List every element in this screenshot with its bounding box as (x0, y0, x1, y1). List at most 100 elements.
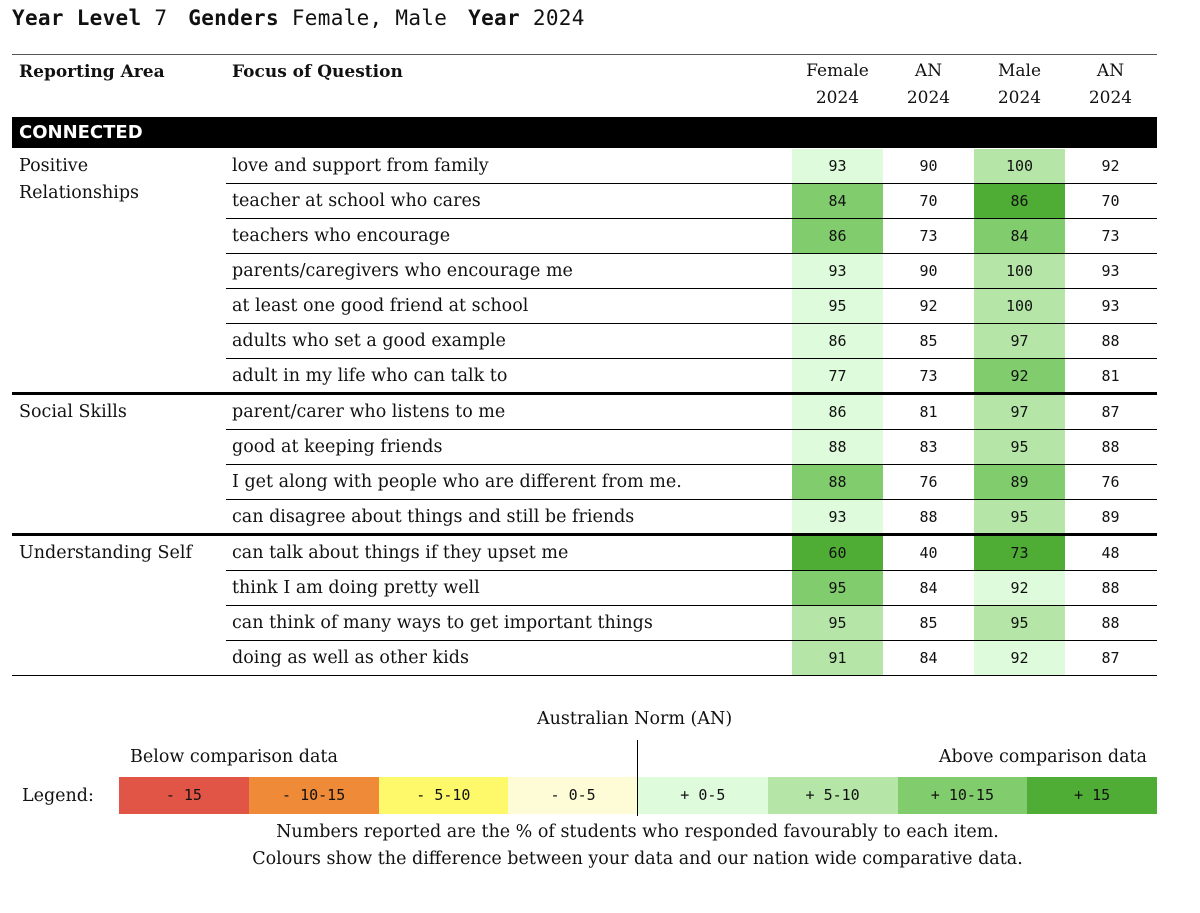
female-score-cell: 95 (792, 571, 883, 605)
an-female-score-cell: 40 (919, 544, 938, 562)
table-row: love and support from family 93 90 100 92 (226, 149, 1157, 184)
male-score-cell: 92 (974, 571, 1065, 605)
filter-value-year: 2024 (532, 6, 585, 30)
an-male-score-cell: 81 (1101, 367, 1120, 385)
area-divider (12, 392, 1157, 395)
row-divider (226, 358, 1157, 359)
an-male-score-cell: 76 (1101, 473, 1120, 491)
female-score-cell: 95 (792, 606, 883, 640)
question-text: think I am doing pretty well (232, 578, 480, 598)
header-female-2024: Female 2024 (792, 58, 883, 114)
male-score-cell: 100 (974, 254, 1065, 288)
table-row: can disagree about things and still be f… (226, 500, 1157, 535)
header-an-male-2024: AN 2024 (1065, 58, 1156, 114)
table-row: I get along with people who are differen… (226, 465, 1157, 500)
question-text: doing as well as other kids (232, 648, 469, 668)
female-score-cell: 95 (792, 289, 883, 323)
table-row: teacher at school who cares 84 70 86 70 (226, 184, 1157, 219)
table-row: parent/carer who listens to me 86 81 97 87 (226, 395, 1157, 430)
table-row: parents/caregivers who encourage me 93 90 1… (226, 254, 1157, 289)
female-score-cell: 60 (792, 536, 883, 570)
male-score-cell: 100 (974, 149, 1065, 183)
an-female-score-cell: 70 (919, 192, 938, 210)
reporting-area-label: Social Skills (19, 402, 127, 422)
an-female-score-cell: 73 (919, 367, 938, 385)
male-score-cell: 89 (974, 465, 1065, 499)
an-female-score-cell: 84 (919, 649, 938, 667)
legend-swatch: + 10-15 (897, 777, 1028, 814)
male-score-cell: 97 (974, 324, 1065, 358)
table-row: adult in my life who can talk to 77 73 92 81 (226, 359, 1157, 394)
header-an-female-line2: 2024 (906, 88, 951, 108)
female-score-cell: 88 (792, 465, 883, 499)
an-male-score-cell: 89 (1101, 508, 1120, 526)
row-divider (226, 323, 1157, 324)
row-divider (226, 429, 1157, 430)
legend-norm-divider (637, 740, 638, 816)
legend-swatch: + 0-5 (638, 777, 768, 814)
an-male-score-cell: 87 (1101, 403, 1120, 421)
legend-swatch: + 5-10 (767, 777, 898, 814)
legend-swatch: - 0-5 (508, 777, 638, 814)
question-text: teachers who encourage (232, 226, 451, 246)
header-an-male-line1: AN (1096, 61, 1125, 81)
question-text: love and support from family (232, 156, 489, 176)
header-male-line1: Male (997, 61, 1042, 81)
row-divider (226, 605, 1157, 606)
row-divider (226, 570, 1157, 571)
filter-value-year-level: 7 (154, 6, 168, 30)
an-male-score-cell: 88 (1101, 332, 1120, 350)
row-divider (226, 218, 1157, 219)
footnote-percent-meaning: Numbers reported are the % of students w… (276, 822, 999, 842)
an-female-score-cell: 85 (919, 332, 938, 350)
legend-swatch: - 15 (119, 777, 249, 814)
female-score-cell: 77 (792, 359, 883, 393)
female-score-cell: 88 (792, 430, 883, 464)
area-divider (12, 533, 1157, 536)
an-male-score-cell: 88 (1101, 614, 1120, 632)
an-male-score-cell: 70 (1101, 192, 1120, 210)
male-score-cell: 95 (974, 500, 1065, 534)
question-text: parent/carer who listens to me (232, 402, 506, 422)
footnote-colour-meaning: Colours show the difference between your… (252, 849, 1023, 869)
question-text: can talk about things if they upset me (232, 543, 569, 563)
an-female-score-cell: 83 (919, 438, 938, 456)
reporting-area-label: Understanding Self (19, 543, 192, 563)
male-score-cell: 95 (974, 606, 1065, 640)
legend-swatch: - 5-10 (378, 777, 509, 814)
male-score-cell: 92 (974, 359, 1065, 393)
reporting-area-label: Positive Relationships (19, 156, 140, 203)
an-male-score-cell: 93 (1101, 262, 1120, 280)
question-text: adults who set a good example (232, 331, 506, 351)
header-an-female-2024: AN 2024 (883, 58, 974, 114)
header-an-male-line2: 2024 (1088, 88, 1133, 108)
female-score-cell: 86 (792, 395, 883, 429)
legend-color-scale: - 15- 10-15- 5-10- 0-5 + 0-5 + 5-10 + 10-15… (119, 777, 1157, 814)
an-male-score-cell: 88 (1101, 438, 1120, 456)
table-row: doing as well as other kids 91 84 92 87 (226, 641, 1157, 676)
question-text: parents/caregivers who encourage me (232, 261, 573, 281)
male-score-cell: 95 (974, 430, 1065, 464)
female-score-cell: 93 (792, 254, 883, 288)
an-female-score-cell: 73 (919, 227, 938, 245)
female-score-cell: 86 (792, 219, 883, 253)
header-female-line2: 2024 (815, 88, 860, 108)
male-score-cell: 97 (974, 395, 1065, 429)
report-filter-title: Year Level 7 Genders Female, Male Year 2… (12, 6, 593, 30)
an-female-score-cell: 92 (919, 297, 938, 315)
header-male-2024: Male 2024 (974, 58, 1065, 114)
table-row: can think of many ways to get important … (226, 606, 1157, 641)
female-score-cell: 93 (792, 149, 883, 183)
row-divider (226, 183, 1157, 184)
row-divider (226, 253, 1157, 254)
an-female-score-cell: 90 (919, 262, 938, 280)
filter-key-genders: Genders (188, 6, 279, 30)
female-score-cell: 86 (792, 324, 883, 358)
an-female-score-cell: 88 (919, 508, 938, 526)
question-text: adult in my life who can talk to (232, 366, 508, 386)
row-divider (226, 499, 1157, 500)
an-male-score-cell: 93 (1101, 297, 1120, 315)
male-score-cell: 73 (974, 536, 1065, 570)
table-row: adults who set a good example 86 85 97 88 (226, 324, 1157, 359)
header-focus-of-question: Focus of Question (232, 62, 403, 82)
